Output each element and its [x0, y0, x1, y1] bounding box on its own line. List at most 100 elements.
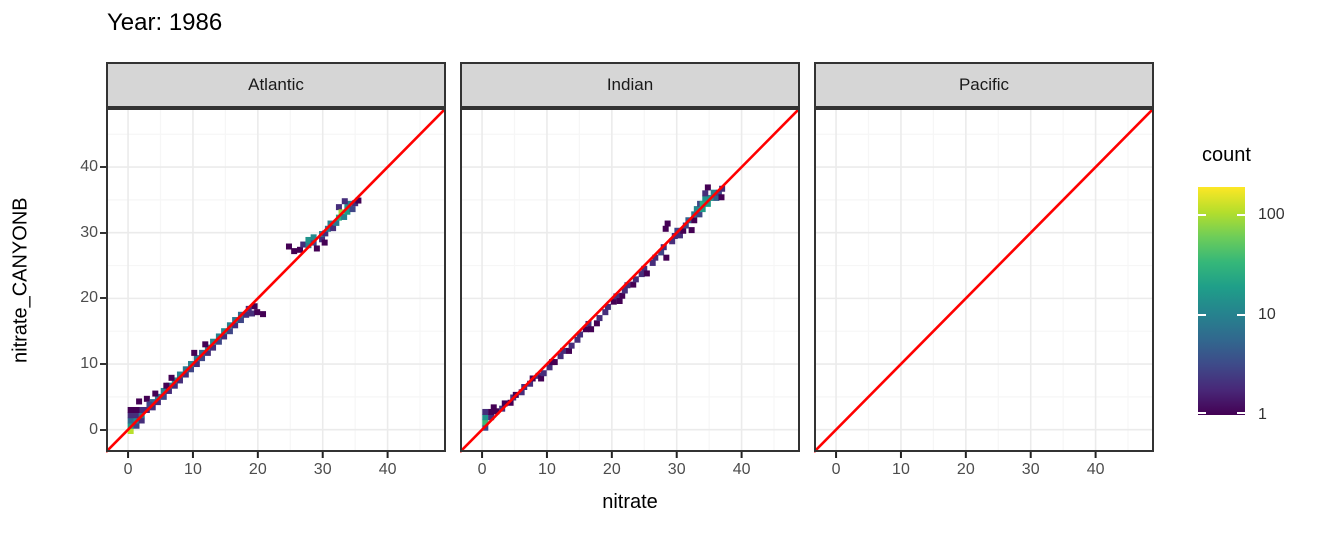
bin2d-cell	[221, 333, 228, 340]
bin2d-cell	[619, 292, 626, 299]
legend-colorbar-tick	[1237, 313, 1245, 316]
bin2d-cell	[602, 309, 609, 316]
bin2d-cell	[349, 206, 356, 213]
y-tick-label: 0	[89, 420, 98, 438]
bin2d-cell	[540, 370, 547, 377]
bin2d-cell	[482, 419, 489, 426]
bin2d-cell	[127, 417, 134, 424]
bin2d-cell	[202, 341, 209, 348]
bin2d-cell	[210, 338, 217, 345]
facet-strip-label: Indian	[606, 75, 654, 94]
bin2d-cell	[658, 249, 665, 256]
bin2d-cell	[527, 380, 534, 387]
bin2d-cell	[560, 347, 567, 354]
bin2d-cell	[248, 310, 255, 317]
plot-title: Year: 1986	[107, 9, 223, 36]
bin2d-cell	[341, 198, 348, 205]
bin2d-cell	[713, 194, 720, 201]
bin2d-cell	[165, 387, 172, 394]
bin2d-cell	[171, 377, 178, 384]
bin2d-cell	[149, 404, 156, 411]
bin2d-cell	[291, 248, 298, 255]
bin2d-cell	[538, 375, 545, 382]
bin2d-cell	[210, 344, 217, 351]
bin2d-cell	[193, 355, 200, 362]
facet-strip-atlantic: Atlantic	[106, 62, 446, 108]
legend-colorbar	[1198, 187, 1245, 415]
x-tick-label: 0	[477, 461, 487, 478]
bin2d-cell	[297, 246, 304, 253]
bin2d-cell	[176, 371, 183, 378]
bin2d-cell	[664, 220, 671, 227]
bin2d-cell	[663, 254, 670, 261]
bin2d-cell	[254, 309, 261, 316]
bin2d-cell	[613, 293, 620, 300]
x-tick-label: 40	[1086, 461, 1105, 478]
bin2d-cell	[669, 238, 676, 245]
bin2d-cell	[632, 276, 639, 283]
legend-title: count	[1202, 144, 1251, 166]
bin2d-cell	[596, 315, 603, 322]
bin2d-cell	[699, 200, 706, 207]
bin2d-cell	[588, 326, 595, 333]
bin2d-cell	[680, 227, 687, 234]
bin2d-cell	[260, 311, 267, 318]
bin2d-cell	[136, 398, 143, 405]
x-tick-label: 20	[248, 461, 267, 478]
x-tick-label: 20	[602, 461, 621, 478]
bin2d-cell	[355, 197, 362, 204]
bin2d-cell	[232, 322, 239, 329]
x-tick-label: 10	[184, 461, 202, 478]
bin2d-cell	[160, 393, 167, 400]
bin2d-cell	[518, 389, 525, 396]
bin2d-cell	[163, 382, 170, 389]
bin2d-cell	[176, 377, 183, 384]
bin2d-cell	[490, 404, 497, 411]
facet-strip-pacific: Pacific	[814, 62, 1154, 108]
bin2d-cell	[182, 366, 189, 373]
bin2d-cell	[610, 298, 617, 305]
bin2d-cell	[305, 236, 312, 243]
bin2d-cell	[704, 184, 711, 191]
bin2d-cell	[652, 254, 659, 261]
bin2d-cell	[335, 204, 342, 211]
x-tick-label: 30	[1021, 461, 1040, 478]
bin2d-cell	[507, 399, 514, 406]
y-axis-title: nitrate_CANYONB	[9, 197, 32, 363]
bin2d-cell	[193, 361, 200, 368]
bin2d-cell	[546, 364, 553, 371]
legend-tick-label: 100	[1258, 205, 1285, 223]
bin2d-cell	[127, 406, 134, 413]
bin2d-cell	[138, 406, 145, 413]
bin2d-cell	[710, 189, 717, 196]
bin2d-cell	[344, 208, 351, 215]
bin2d-cell	[321, 239, 328, 246]
bin2d-cell	[171, 382, 178, 389]
bin2d-cell	[557, 353, 564, 360]
bin2d-cell	[641, 265, 648, 272]
bin2d-cell	[333, 219, 340, 226]
bin2d-cell	[215, 338, 222, 345]
bin2d-cell	[688, 227, 695, 234]
bin2d-cell	[616, 298, 623, 305]
facet-panel-atlantic	[106, 108, 446, 458]
bin2d-cell	[593, 320, 600, 327]
bin2d-cell	[715, 189, 722, 196]
bin2d-cell	[682, 222, 689, 229]
bin2d-cell	[127, 412, 134, 419]
bin2d-cell	[696, 211, 703, 218]
bin2d-cell	[199, 349, 206, 356]
bin2d-cell	[251, 303, 258, 310]
y-tick-mark	[100, 297, 106, 300]
bin2d-cell	[319, 236, 326, 243]
bin2d-cell	[310, 234, 317, 241]
x-tick-label: 0	[123, 461, 133, 478]
bin2d-cell	[149, 399, 156, 406]
legend-tick-label: 1	[1258, 406, 1267, 423]
bin2d-cell	[133, 422, 140, 429]
x-tick-label: 30	[667, 461, 686, 478]
bin2d-cell	[204, 349, 211, 356]
bin2d-cell	[624, 282, 631, 289]
bin2d-cell	[305, 242, 312, 249]
bin2d-cell	[152, 390, 159, 397]
